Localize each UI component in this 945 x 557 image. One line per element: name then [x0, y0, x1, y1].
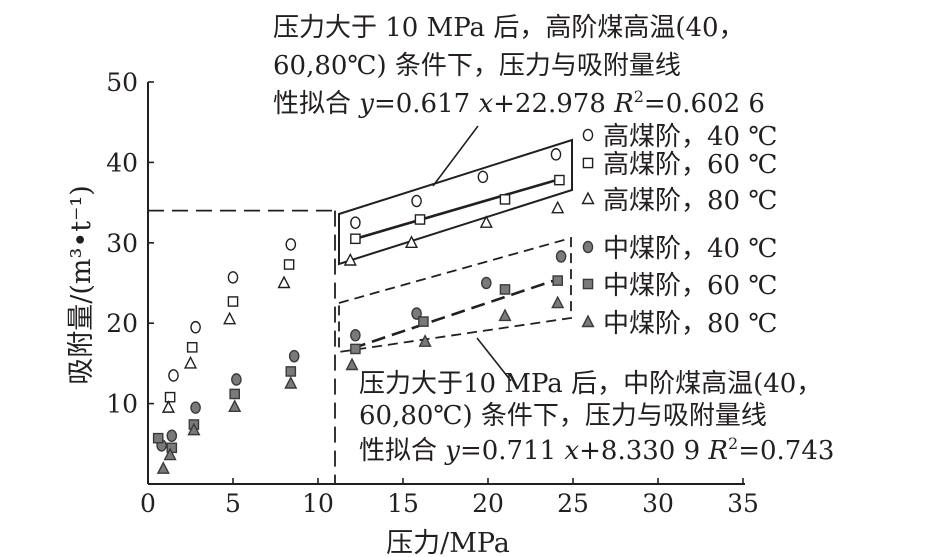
x-tick-label: 35	[727, 489, 759, 518]
legend-marker	[582, 278, 594, 290]
data-point	[229, 388, 241, 400]
data-point	[183, 355, 198, 369]
data-point	[418, 334, 432, 347]
bottom-annotation-equation: 性拟合 y=0.711 x+8.330 9 R2=0.743	[359, 434, 834, 466]
fit-lines	[351, 177, 560, 350]
data-point	[498, 308, 512, 322]
data-point	[343, 252, 357, 266]
legend-label: 中煤阶，40 ℃	[603, 234, 777, 264]
x-axis-label: 压力/MPa	[386, 528, 510, 557]
data-point	[166, 429, 178, 443]
data-point	[411, 194, 422, 208]
x-tick-label: 10	[302, 489, 334, 518]
data-point	[480, 276, 492, 290]
high-rank-fit-box	[338, 138, 573, 266]
x-tick-label: 25	[557, 489, 589, 518]
data-point	[551, 200, 565, 214]
bottom-annotation: 压力大于10 MPa 后，中阶煤高温(40， 60,80℃) 条件下，压力与吸附…	[359, 369, 834, 466]
data-point	[551, 295, 565, 309]
y-tick-label: 30	[106, 229, 138, 258]
data-point	[164, 391, 176, 403]
x-tick-label: 5	[225, 489, 241, 518]
data-point	[479, 215, 493, 228]
x-tick-label: 15	[387, 489, 419, 518]
data-point	[231, 373, 242, 386]
data-point	[350, 216, 361, 229]
bottom-annotation-line-2: 60,80℃) 条件下，压力与吸附量线	[359, 401, 767, 431]
data-point	[345, 357, 359, 371]
legend-marker	[581, 191, 595, 205]
data-point	[285, 366, 297, 377]
data-point	[190, 320, 201, 334]
data-point	[186, 342, 198, 353]
x-tick-label: 30	[642, 489, 674, 518]
axis-ticks: 0 5 10 15 20 25 30 35 10 20 30 40 50	[106, 68, 759, 518]
y-tick-label: 40	[106, 148, 138, 177]
data-point	[228, 399, 242, 413]
y-tick-label: 20	[106, 309, 138, 338]
x-tick-label: 20	[472, 489, 504, 518]
legend-label: 高煤阶，80 ℃	[603, 186, 777, 216]
data-point	[414, 214, 426, 225]
top-annotation-equation: 性拟合 y=0.617 x+22.978 R2=0.602 6	[273, 87, 765, 119]
data-point	[499, 194, 511, 205]
data-point	[284, 375, 298, 389]
bottom-annotation-leader	[476, 337, 512, 382]
bottom-annotation-line-1: 压力大于10 MPa 后，中阶煤高温(40，	[359, 369, 822, 399]
data-point	[499, 284, 511, 295]
legend-marker	[582, 157, 594, 169]
data-point	[277, 275, 291, 289]
data-point	[477, 170, 489, 184]
data-point	[350, 343, 361, 355]
data-point	[227, 271, 239, 284]
data-points	[152, 148, 567, 474]
x-tick-label: 0	[140, 489, 156, 518]
legend-marker	[581, 314, 595, 328]
top-annotation-leader	[432, 125, 479, 187]
y-tick-label: 50	[106, 68, 138, 97]
legend-label: 高煤阶，60 ℃	[603, 150, 777, 180]
mid-rank-fit-box	[338, 236, 572, 354]
top-annotation-line-1: 压力大于 10 MPa 后，高阶煤高温(40，	[273, 13, 745, 43]
data-point	[187, 422, 201, 436]
fit-line-high-rank	[351, 177, 560, 241]
data-point	[168, 369, 179, 382]
data-point	[152, 432, 164, 444]
legend-label: 中煤阶，80 ℃	[603, 309, 777, 339]
y-tick-label: 10	[106, 390, 138, 419]
data-point	[223, 311, 237, 325]
data-point	[554, 174, 565, 186]
data-point	[163, 447, 177, 461]
legend-label: 中煤阶，60 ℃	[603, 271, 777, 301]
y-axis-label: 吸附量/(m³•t⁻¹)	[66, 185, 97, 384]
data-point	[550, 148, 562, 161]
legend-marker	[582, 240, 594, 254]
data-point	[283, 259, 295, 270]
data-point	[350, 233, 361, 245]
data-point	[418, 316, 429, 327]
data-point	[156, 461, 170, 474]
reference-lines	[148, 209, 336, 484]
legend-label: 高煤阶，40 ℃	[603, 122, 777, 152]
data-point	[552, 275, 563, 286]
fit-line-mid-rank	[351, 277, 560, 350]
data-point	[190, 401, 201, 414]
legend-marker	[582, 128, 594, 142]
data-point	[350, 328, 361, 342]
data-point	[161, 400, 175, 413]
data-point	[285, 238, 297, 251]
top-annotation: 压力大于 10 MPa 后，高阶煤高温(40， 60,80℃) 条件下，压力与吸…	[273, 13, 765, 119]
data-point	[555, 250, 567, 263]
data-point	[404, 235, 419, 249]
data-point	[288, 349, 300, 363]
top-annotation-line-2: 60,80℃) 条件下，压力与吸附量线	[273, 51, 681, 81]
data-point	[227, 296, 239, 307]
